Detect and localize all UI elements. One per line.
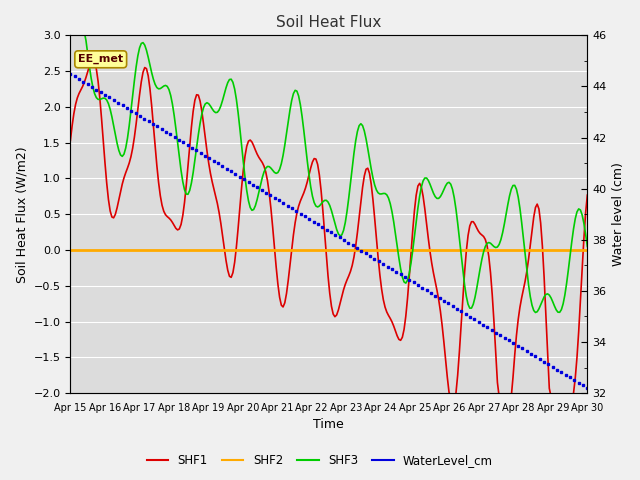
Y-axis label: Soil Heat Flux (W/m2): Soil Heat Flux (W/m2) (15, 146, 28, 283)
Legend: SHF1, SHF2, SHF3, WaterLevel_cm: SHF1, SHF2, SHF3, WaterLevel_cm (142, 449, 498, 472)
Title: Soil Heat Flux: Soil Heat Flux (276, 15, 381, 30)
X-axis label: Time: Time (314, 419, 344, 432)
Y-axis label: Water level (cm): Water level (cm) (612, 162, 625, 266)
Text: EE_met: EE_met (78, 54, 124, 64)
